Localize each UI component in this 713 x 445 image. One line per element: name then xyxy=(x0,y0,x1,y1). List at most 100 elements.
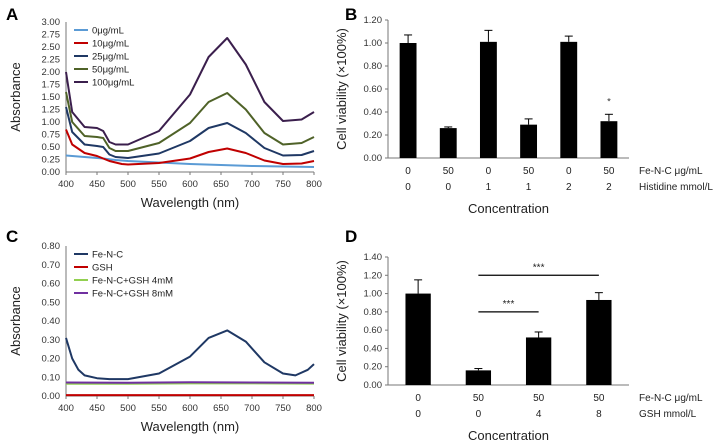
x-tick-label: 750 xyxy=(275,403,291,414)
category-row-label: Fe-N-C μg/mL xyxy=(639,166,703,177)
y-tick-label: 0.70 xyxy=(42,260,61,271)
series-line-5 xyxy=(65,37,315,146)
legend-label: Fe-N-C+GSH 8mM xyxy=(92,289,173,300)
y-tick-label: 1.50 xyxy=(42,92,61,103)
x-tick-label: 500 xyxy=(120,179,136,190)
series-line-2 xyxy=(65,129,315,166)
y-tick-label: 1.00 xyxy=(364,38,383,49)
y-tick-label: 0.20 xyxy=(364,130,383,141)
series-line-3 xyxy=(65,106,315,159)
y-tick-label: 0.50 xyxy=(42,142,61,153)
x-axis-title: Wavelength (nm) xyxy=(141,419,240,434)
x-tick-label: 700 xyxy=(244,403,260,414)
bar xyxy=(525,337,552,385)
series-line-1 xyxy=(65,154,315,168)
y-tick-label: 0.60 xyxy=(364,325,383,336)
y-tick-label: 0.50 xyxy=(42,297,61,308)
x-tick-label: 750 xyxy=(275,179,291,190)
y-axis-title: Absorbance xyxy=(8,62,23,131)
y-tick-label: 0.20 xyxy=(364,362,383,373)
bar xyxy=(520,124,538,158)
bar xyxy=(399,43,417,158)
x-tick-label: 500 xyxy=(120,403,136,414)
x-tick-label: 550 xyxy=(151,179,167,190)
legend-label: 10μg/mL xyxy=(92,39,129,50)
y-tick-label: 1.20 xyxy=(364,15,383,26)
x-tick-label: 700 xyxy=(244,179,260,190)
x-tick-label: 650 xyxy=(213,179,229,190)
y-tick-label: 0.60 xyxy=(364,84,383,95)
category-value: 50 xyxy=(593,393,605,404)
category-value: 2 xyxy=(566,182,572,193)
category-value: 4 xyxy=(536,409,542,420)
significance-marker: *** xyxy=(503,299,515,310)
y-tick-label: 2.25 xyxy=(42,55,61,66)
panel-a-line-chart: A 0.000.25 0.500.75 1.001.25 1.501.75 2.002.2… xyxy=(6,5,322,210)
category-value: 50 xyxy=(523,166,535,177)
y-tick-label: 0.80 xyxy=(364,61,383,72)
panel-b-bar-chart: B 0.00 0.20 0.40 0.60 0.80 1.00 1.20 * 0 50 0 50 0 50 F… xyxy=(334,5,713,216)
bar xyxy=(560,41,578,158)
panel-c-line-chart: C 0.00 0.10 0.20 0.30 0.40 0.50 0.60 0.70 0.80 400… xyxy=(6,227,322,434)
category-value: 0 xyxy=(476,409,482,420)
category-value: 1 xyxy=(486,182,492,193)
x-tick-label: 450 xyxy=(89,403,105,414)
x-tick-label: 650 xyxy=(213,403,229,414)
legend-label: GSH xyxy=(92,263,113,274)
panel-label: C xyxy=(6,227,18,246)
category-value: 2 xyxy=(606,182,612,193)
y-axis-title: Cell viability (×100%) xyxy=(334,28,349,150)
x-axis-title: Wavelength (nm) xyxy=(141,195,240,210)
category-row-label: Fe-N-C μg/mL xyxy=(639,393,703,404)
legend-label: 0μg/mL xyxy=(92,26,124,37)
y-tick-label: 2.50 xyxy=(42,42,61,53)
category-value: 50 xyxy=(443,166,455,177)
legend-label: 50μg/mL xyxy=(92,65,129,76)
y-tick-label: 0.00 xyxy=(42,167,61,178)
significance-marker: * xyxy=(607,96,611,107)
y-tick-label: 0.40 xyxy=(364,343,383,354)
legend-label: 100μg/mL xyxy=(92,78,134,89)
category-value: 8 xyxy=(596,409,602,420)
panel-label: B xyxy=(345,5,357,24)
y-tick-label: 0.80 xyxy=(364,307,383,318)
y-tick-label: 0.40 xyxy=(364,107,383,118)
category-value: 1 xyxy=(526,182,532,193)
y-tick-label: 2.75 xyxy=(42,30,61,41)
y-tick-label: 0.00 xyxy=(364,380,383,391)
category-value: 0 xyxy=(486,166,492,177)
y-tick-label: 0.80 xyxy=(42,241,61,252)
category-value: 50 xyxy=(533,393,545,404)
category-value: 0 xyxy=(405,166,411,177)
bar xyxy=(479,41,497,158)
y-tick-label: 0.75 xyxy=(42,130,61,141)
x-tick-label: 800 xyxy=(306,179,322,190)
bar xyxy=(465,370,492,385)
panel-label: D xyxy=(345,227,357,246)
y-tick-label: 1.00 xyxy=(364,289,383,300)
y-tick-label: 3.00 xyxy=(42,17,61,28)
x-tick-label: 550 xyxy=(151,403,167,414)
legend-label: Fe-N-C+GSH 4mM xyxy=(92,276,173,287)
category-value: 0 xyxy=(445,182,451,193)
panel-label: A xyxy=(6,5,18,24)
y-tick-label: 0.10 xyxy=(42,372,61,383)
bar xyxy=(586,299,612,385)
series-line-1 xyxy=(65,329,315,381)
y-tick-label: 0.25 xyxy=(42,155,61,166)
x-axis-title: Concentration xyxy=(468,428,549,443)
legend-label: 25μg/mL xyxy=(92,52,129,63)
y-tick-label: 2.00 xyxy=(42,67,61,78)
x-tick-label: 600 xyxy=(182,403,198,414)
bar xyxy=(439,128,457,158)
y-tick-label: 1.00 xyxy=(42,117,61,128)
category-row-label: GSH mmol/L xyxy=(639,409,697,420)
y-tick-label: 0.30 xyxy=(42,335,61,346)
category-value: 0 xyxy=(566,166,572,177)
panel-d-bar-chart: D 0.00 0.20 0.40 0.60 0.80 1.00 1.20 1.40 *** *** 0… xyxy=(334,227,703,443)
y-tick-label: 0.00 xyxy=(364,153,383,164)
y-axis-title: Cell viability (×100%) xyxy=(334,260,349,382)
y-axis-title: Absorbance xyxy=(8,286,23,355)
significance-marker: *** xyxy=(533,262,545,273)
